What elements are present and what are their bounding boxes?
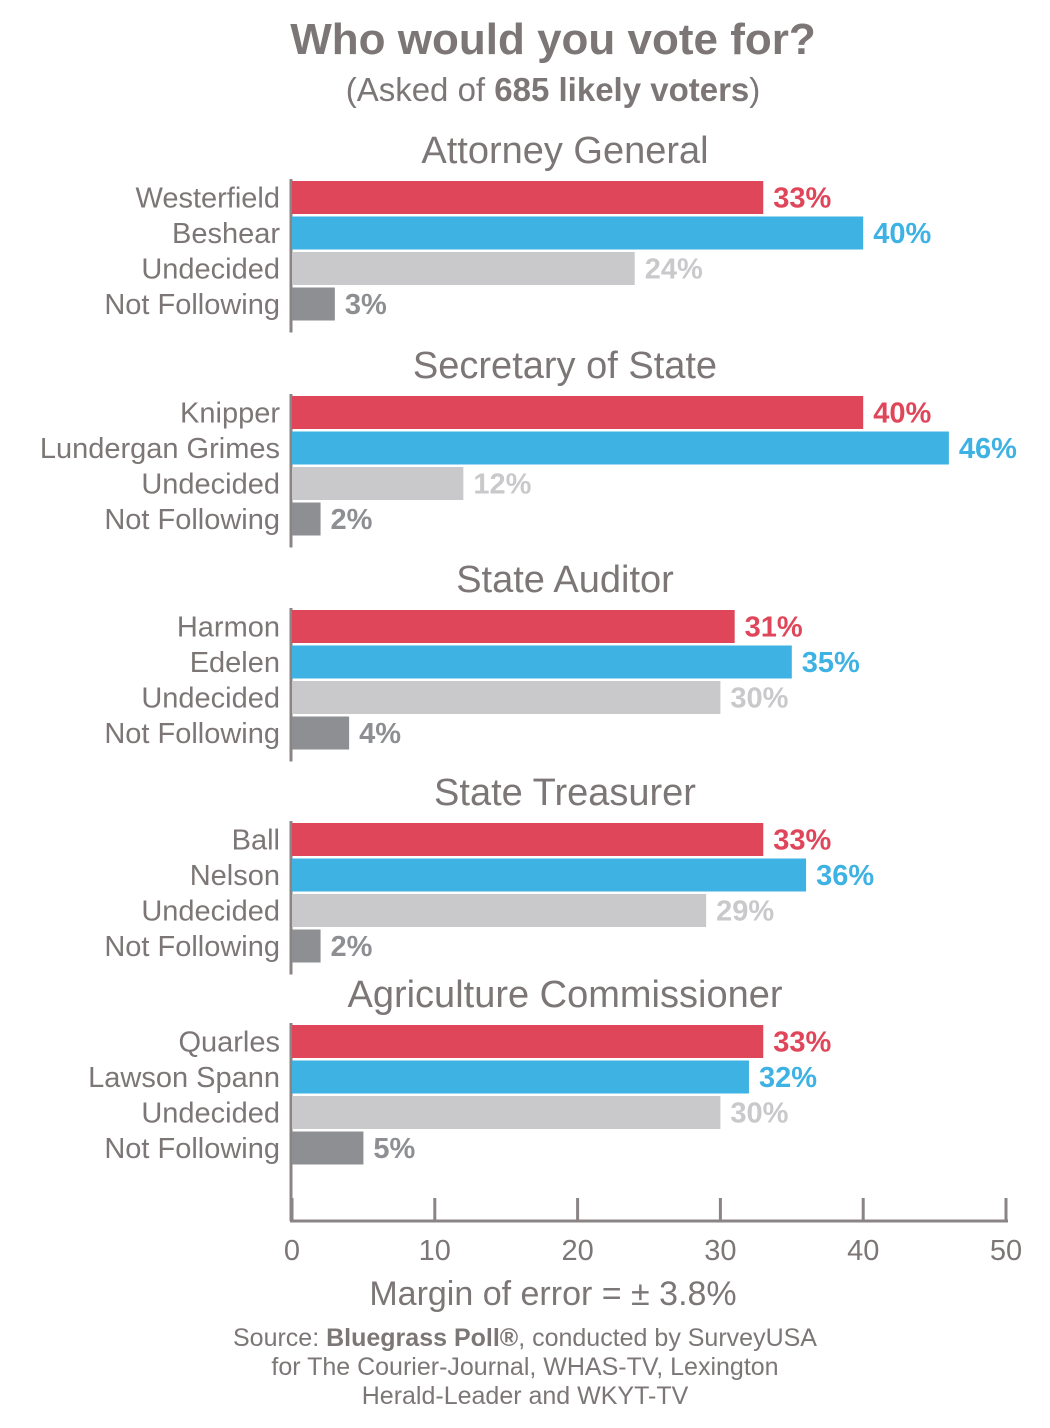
source-line-1: Source: Bluegrass Poll®, conducted by Su… xyxy=(233,1324,817,1352)
x-tick-label: 10 xyxy=(419,1235,451,1267)
bar-value-label: 33% xyxy=(773,825,831,857)
bar-value-label: 5% xyxy=(373,1133,415,1165)
margin-of-error: Margin of error = ± 3.8% xyxy=(369,1275,736,1313)
bar-label: Undecided xyxy=(141,469,280,501)
bar-democrat xyxy=(292,1060,749,1094)
bar-label: Undecided xyxy=(141,254,280,286)
bar-undecided xyxy=(292,1096,721,1129)
race-title: State Auditor xyxy=(456,559,674,601)
race-group: Attorney General Westerfield 33% Beshear 40%… xyxy=(104,130,931,333)
bar-undecided xyxy=(292,681,721,714)
chart-subtitle: (Asked of 685 likely voters) xyxy=(346,71,761,108)
subtitle-sample-size: 685 likely voters xyxy=(494,71,749,108)
source-line-3: Herald-Leader and WKYT-TV xyxy=(362,1382,689,1410)
bar-democrat xyxy=(292,858,807,892)
bar-label: Knipper xyxy=(180,398,280,430)
race-title: Attorney General xyxy=(421,130,708,172)
bar-value-label: 33% xyxy=(773,183,831,215)
source-prefix: Source: xyxy=(233,1324,326,1352)
bar-value-label: 2% xyxy=(331,504,373,536)
bar-value-label: 32% xyxy=(759,1062,817,1094)
race-title: Agriculture Commissioner xyxy=(347,974,782,1016)
bar-label: Beshear xyxy=(172,218,280,250)
bar-democrat xyxy=(292,645,792,679)
bar-label: Lundergan Grimes xyxy=(40,433,280,465)
bar-undecided xyxy=(292,467,464,500)
bar-not-following xyxy=(292,929,321,963)
bar-label: Nelson xyxy=(190,860,280,892)
bar-value-label: 31% xyxy=(745,612,803,644)
bar-democrat xyxy=(292,431,949,465)
bar-value-label: 4% xyxy=(359,718,401,750)
race-group: Agriculture Commissioner Quarles 33% Lawson… xyxy=(88,974,831,1221)
bar-not-following xyxy=(292,1131,364,1165)
subtitle-suffix: ) xyxy=(749,71,760,108)
bar-label: Not Following xyxy=(104,718,280,750)
race-title: Secretary of State xyxy=(413,345,717,387)
bar-republican xyxy=(292,823,764,856)
bar-democrat xyxy=(292,216,864,250)
race-group: State Auditor Harmon 31% Edelen 35% Undecided… xyxy=(104,559,860,762)
x-tick-label: 0 xyxy=(284,1235,300,1267)
bar-not-following xyxy=(292,287,335,321)
bar-label: Undecided xyxy=(141,1098,280,1130)
bar-label: Not Following xyxy=(104,504,280,536)
bar-label: Ball xyxy=(232,825,280,857)
bar-label: Undecided xyxy=(141,896,280,928)
x-axis: 0 10 20 30 40 50 xyxy=(284,1198,1022,1267)
bar-value-label: 24% xyxy=(645,254,703,286)
source-line1-suffix: , conducted by SurveyUSA xyxy=(518,1324,817,1352)
bar-label: Harmon xyxy=(177,612,280,644)
races-group: Attorney General Westerfield 33% Beshear 40%… xyxy=(40,130,1017,1221)
bar-republican xyxy=(292,181,764,214)
source-line-2: for The Courier-Journal, WHAS-TV, Lexing… xyxy=(271,1353,778,1381)
bar-republican xyxy=(292,1025,764,1058)
bar-value-label: 29% xyxy=(716,896,774,928)
bar-republican xyxy=(292,610,735,643)
bar-label: Quarles xyxy=(178,1027,280,1059)
x-tick-label: 20 xyxy=(561,1235,593,1267)
race-group: State Treasurer Ball 33% Nelson 36% Undecided… xyxy=(104,772,874,975)
bar-not-following xyxy=(292,716,350,750)
bar-label: Not Following xyxy=(104,289,280,321)
bar-value-label: 30% xyxy=(730,683,788,715)
bar-label: Westerfield xyxy=(135,183,280,215)
bar-value-label: 40% xyxy=(873,218,931,250)
bar-value-label: 40% xyxy=(873,398,931,430)
race-title: State Treasurer xyxy=(434,772,696,814)
bar-label: Undecided xyxy=(141,683,280,715)
bar-value-label: 30% xyxy=(730,1098,788,1130)
bar-value-label: 2% xyxy=(331,931,373,963)
bar-label: Edelen xyxy=(190,647,280,679)
bar-label: Lawson Spann xyxy=(88,1062,280,1094)
bar-value-label: 3% xyxy=(345,289,387,321)
chart-title: Who would you vote for? xyxy=(290,15,816,64)
bar-value-label: 35% xyxy=(802,647,860,679)
subtitle-prefix: (Asked of xyxy=(346,71,495,108)
bar-undecided xyxy=(292,252,635,285)
bar-not-following xyxy=(292,502,321,536)
bar-republican xyxy=(292,396,864,429)
x-tick-label: 40 xyxy=(847,1235,879,1267)
bar-label: Not Following xyxy=(104,931,280,963)
x-tick-label: 50 xyxy=(990,1235,1022,1267)
source-poll-name: Bluegrass Poll® xyxy=(326,1324,519,1352)
bar-value-label: 36% xyxy=(816,860,874,892)
bar-label: Not Following xyxy=(104,1133,280,1165)
bar-value-label: 12% xyxy=(473,469,531,501)
race-group: Secretary of State Knipper 40% Lundergan Gr… xyxy=(40,345,1017,548)
bar-undecided xyxy=(292,894,707,927)
x-tick-label: 30 xyxy=(704,1235,736,1267)
bar-value-label: 46% xyxy=(959,433,1017,465)
bar-value-label: 33% xyxy=(773,1027,831,1059)
